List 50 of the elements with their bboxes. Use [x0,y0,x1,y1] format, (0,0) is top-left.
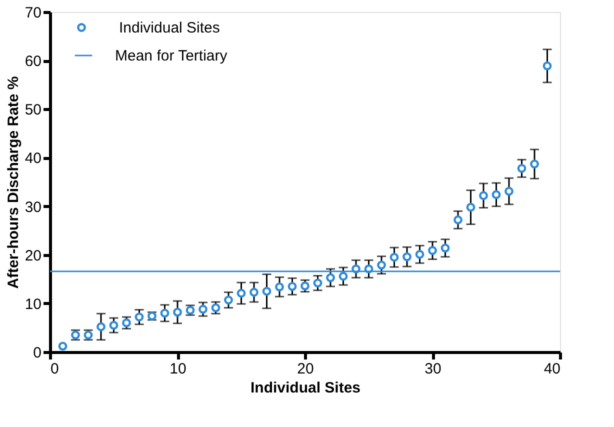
point [275,282,284,292]
y-tick-label: 30 [24,198,42,216]
point [428,246,437,255]
x-tick-label: 10 [170,360,186,378]
x-tick-label: 40 [544,360,560,378]
point [109,320,118,330]
point [300,281,310,290]
point [377,260,386,270]
point [160,308,170,318]
legend-label: Mean for Tertiary [115,48,228,64]
point [173,308,182,317]
point [262,286,272,296]
x-tick-label: 0 [50,360,59,378]
point [313,278,322,288]
point [517,164,526,173]
point [542,61,552,70]
y-tick-label: 60 [24,53,42,70]
y-axis-title: After-hours Discharge Rate % [4,76,22,289]
y-tick-label: 0 [33,344,42,362]
point [224,296,233,304]
point [58,342,68,351]
point [134,312,144,322]
x-tick-label: 20 [297,360,314,378]
point [454,215,462,224]
x-tick-label: 30 [424,360,442,378]
point [96,322,106,332]
point [198,304,208,314]
y-tick-label: 50 [24,102,42,119]
point [479,191,488,200]
y-tick-label: 10 [24,296,42,313]
point [122,318,131,328]
point [504,186,514,196]
point [390,252,399,262]
point [250,288,258,297]
point [402,252,412,262]
point [338,272,348,281]
point [530,160,539,168]
y-tick-label: 70 [24,4,42,22]
point [440,244,450,253]
point [236,288,246,298]
x-axis-title: Individual Sites [250,380,361,396]
point [466,202,476,212]
point [492,190,501,200]
point [415,250,424,259]
point [326,273,335,282]
y-tick-label: 40 [24,150,42,168]
legend-label: Individual Sites [119,20,220,36]
point [211,303,220,312]
y-tick-label: 20 [24,247,42,264]
point [288,282,297,291]
